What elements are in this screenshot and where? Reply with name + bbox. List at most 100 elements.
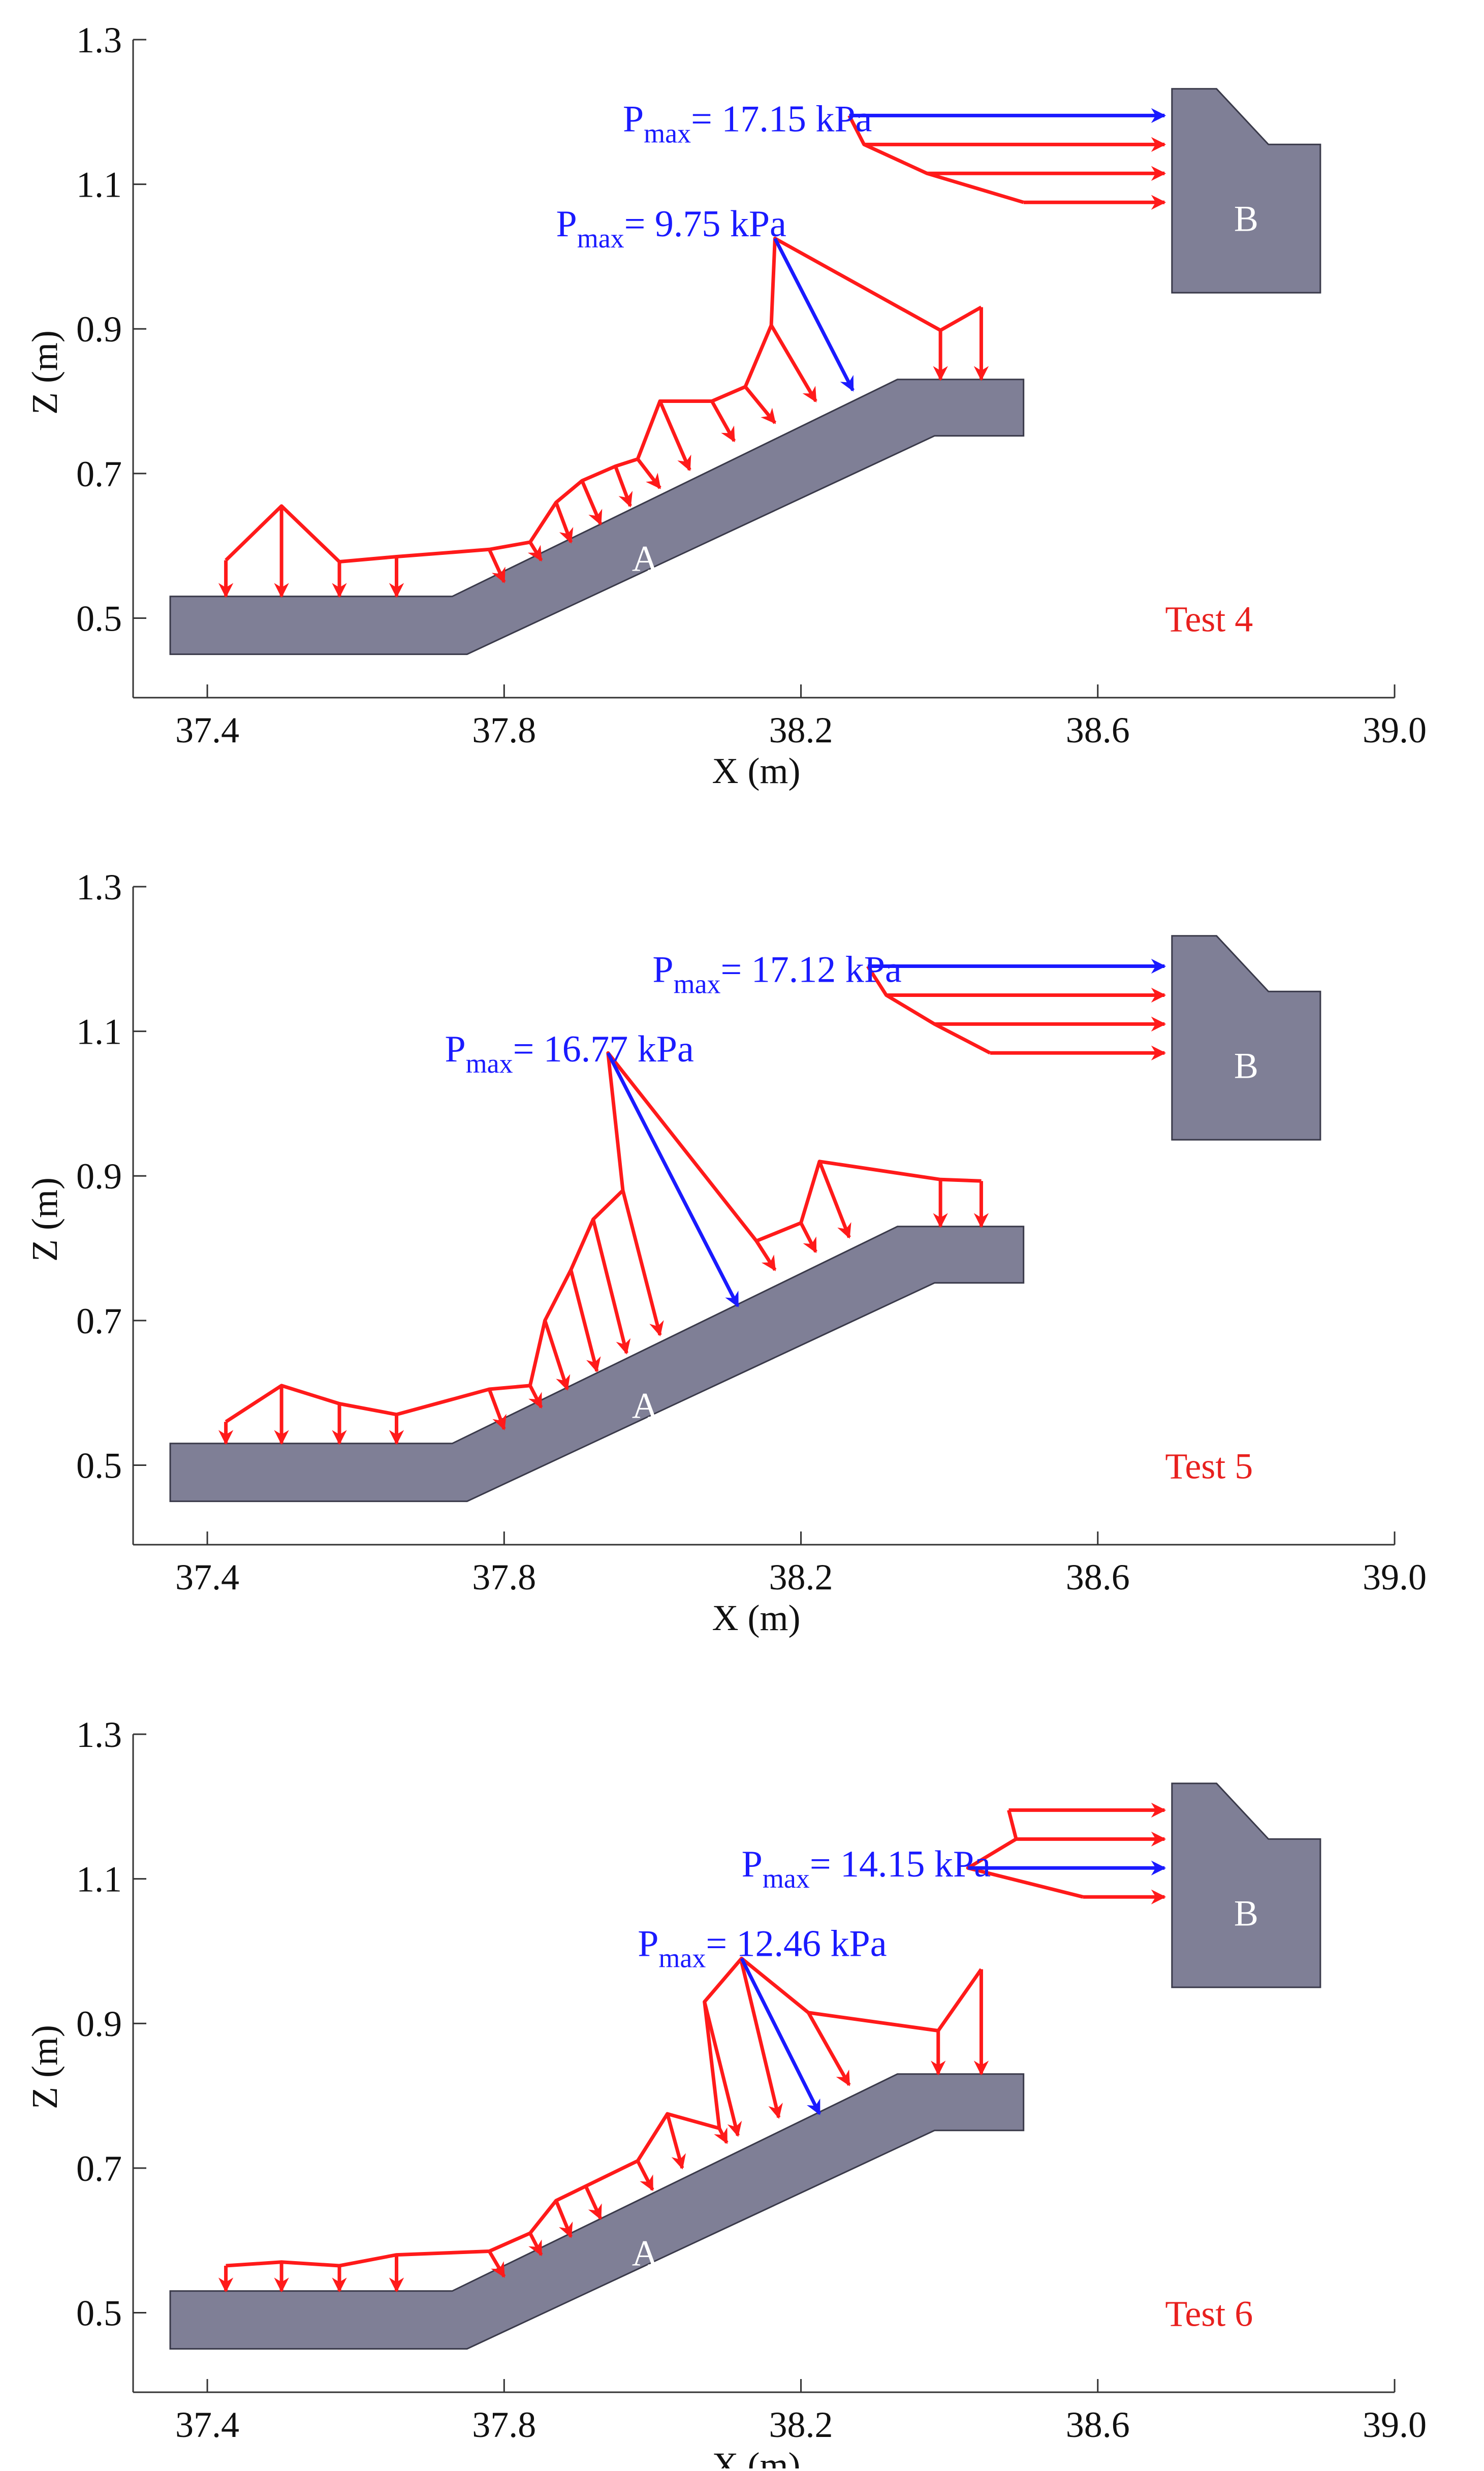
x-tick-label: 38.2 (769, 1557, 833, 1598)
panel-2: 0.5 0.7 0.9 1.1 1.3 37.4 37.8 38.2 38.6 39.0 X (m)… (24, 867, 1427, 1638)
pmax-annotation: Pmax= 17.15 kPa (623, 99, 872, 149)
pressure-vector (543, 1320, 571, 1391)
test-label: Test 4 (1165, 599, 1253, 639)
y-tick-label: 0.9 (76, 309, 122, 350)
pmax-vector (740, 1957, 822, 2115)
y-tick-label: 0.7 (76, 454, 122, 494)
y-tick-label: 1.1 (76, 1012, 122, 1052)
pmax-symbol: P (623, 99, 644, 140)
structure-b-label: B (1234, 199, 1258, 239)
pressure-vector (614, 465, 633, 508)
x-axis-label: X (m) (712, 2445, 801, 2468)
pressure-envelope (225, 1051, 982, 1424)
pressure-vector (528, 1385, 543, 1409)
pmax-annotation: Pmax= 14.15 kPa (742, 1843, 991, 1894)
y-tick-label: 0.5 (76, 598, 122, 639)
x-tick-label: 37.8 (472, 1557, 536, 1598)
pressure-vector (666, 2113, 686, 2170)
pmax-value: = 17.15 kPa (691, 99, 872, 140)
structure-b-label: B (1234, 1046, 1258, 1086)
y-tick-label: 0.9 (76, 2004, 122, 2044)
pressure-envelope (225, 236, 983, 564)
pressure-vector (621, 1190, 664, 1337)
pressure-vector (528, 2232, 543, 2257)
pmax-annotation: Pmax= 16.77 kPa (445, 1028, 693, 1079)
structure-a-label: A (632, 539, 658, 579)
structure-b-label: B (1234, 1893, 1258, 1934)
y-tick-label: 0.5 (76, 2293, 122, 2333)
x-tick-label: 38.6 (1066, 2404, 1130, 2445)
pressure-vector (740, 1961, 783, 2119)
pmax-symbol: P (652, 949, 673, 991)
pressure-vector (807, 2012, 851, 2086)
x-tick-label: 37.4 (175, 710, 239, 750)
pressure-vector (488, 2250, 506, 2278)
pressure-vector (554, 2200, 573, 2238)
y-tick-label: 0.9 (76, 1156, 122, 1197)
structure-a-label: A (632, 2233, 658, 2274)
pressure-vector (770, 324, 817, 403)
y-tick-label: 1.3 (76, 1714, 122, 1755)
pressure-vector (710, 400, 736, 443)
y-tick-label: 1.3 (76, 20, 122, 60)
structure-a-label: A (632, 1386, 658, 1426)
pmax-value: = 16.77 kPa (513, 1028, 694, 1070)
y-axis-label: Z (m) (24, 330, 65, 415)
pmax-subscript: max (763, 1863, 810, 1894)
y-tick-label: 0.7 (76, 2148, 122, 2189)
x-tick-label: 39.0 (1363, 1557, 1427, 1598)
y-axis-label: Z (m) (24, 1177, 65, 1262)
pressure-vector (487, 548, 506, 583)
pressure-envelope (226, 1956, 983, 2268)
pressure-envelope (966, 1809, 1084, 1899)
pmax-value: = 17.12 kPa (721, 949, 902, 991)
y-tick-label: 0.5 (76, 1445, 122, 1486)
pressure-vector (580, 480, 603, 526)
pmax-vector (773, 237, 855, 392)
pmax-value: = 12.46 kPa (706, 1923, 887, 1965)
y-tick-label: 0.7 (76, 1301, 122, 1341)
pmax-symbol: P (445, 1028, 465, 1070)
x-tick-label: 38.6 (1066, 1557, 1130, 1598)
x-tick-label: 38.2 (769, 710, 833, 750)
x-tick-label: 37.8 (472, 2404, 536, 2445)
pmax-annotation: Pmax= 17.12 kPa (652, 949, 901, 999)
test-label: Test 6 (1165, 2293, 1253, 2334)
pressure-envelope (866, 965, 991, 1055)
pmax-vector (606, 1052, 740, 1308)
pressure-vector (817, 1161, 851, 1239)
pressure-vector (754, 1240, 777, 1271)
structure-a (169, 1226, 1025, 1503)
pressure-vector (527, 541, 543, 562)
pmax-symbol: P (742, 1843, 763, 1885)
pressure-vector (714, 2127, 729, 2144)
structure-b (1171, 935, 1321, 1141)
pressure-vector (703, 2001, 742, 2137)
x-tick-label: 39.0 (1363, 2404, 1427, 2445)
x-tick-label: 39.0 (1363, 710, 1427, 750)
structure-b (1171, 1782, 1321, 1988)
y-axis-label: Z (m) (24, 2025, 65, 2109)
x-tick-label: 37.4 (175, 1557, 239, 1598)
panel-1: 0.5 0.7 0.9 1.1 1.3 37.4 37.8 38.2 38.6 39.0 X (m)… (24, 20, 1427, 791)
test-label: Test 5 (1165, 1446, 1253, 1486)
pressure-vector (569, 1269, 601, 1373)
x-axis-label: X (m) (712, 750, 801, 791)
panel-3: 0.5 0.7 0.9 1.1 1.3 37.4 37.8 38.2 38.6 39.0 X (m)… (24, 1714, 1427, 2471)
y-tick-label: 1.1 (76, 1859, 122, 1900)
y-tick-label: 1.3 (76, 867, 122, 908)
pmax-annotation: Pmax= 9.75 kPa (556, 203, 786, 254)
pressure-vector (636, 2160, 654, 2192)
pmax-subscript: max (644, 118, 691, 149)
pressure-vector (658, 400, 691, 472)
pmax-subscript: max (658, 1943, 706, 1974)
pressure-vector (584, 2185, 603, 2220)
pmax-subscript: max (577, 223, 624, 254)
pressure-vector (554, 502, 574, 544)
x-tick-label: 37.8 (472, 710, 536, 750)
pressure-vector (799, 1222, 817, 1254)
pmax-symbol: P (638, 1923, 658, 1965)
x-tick-label: 38.6 (1066, 710, 1130, 750)
